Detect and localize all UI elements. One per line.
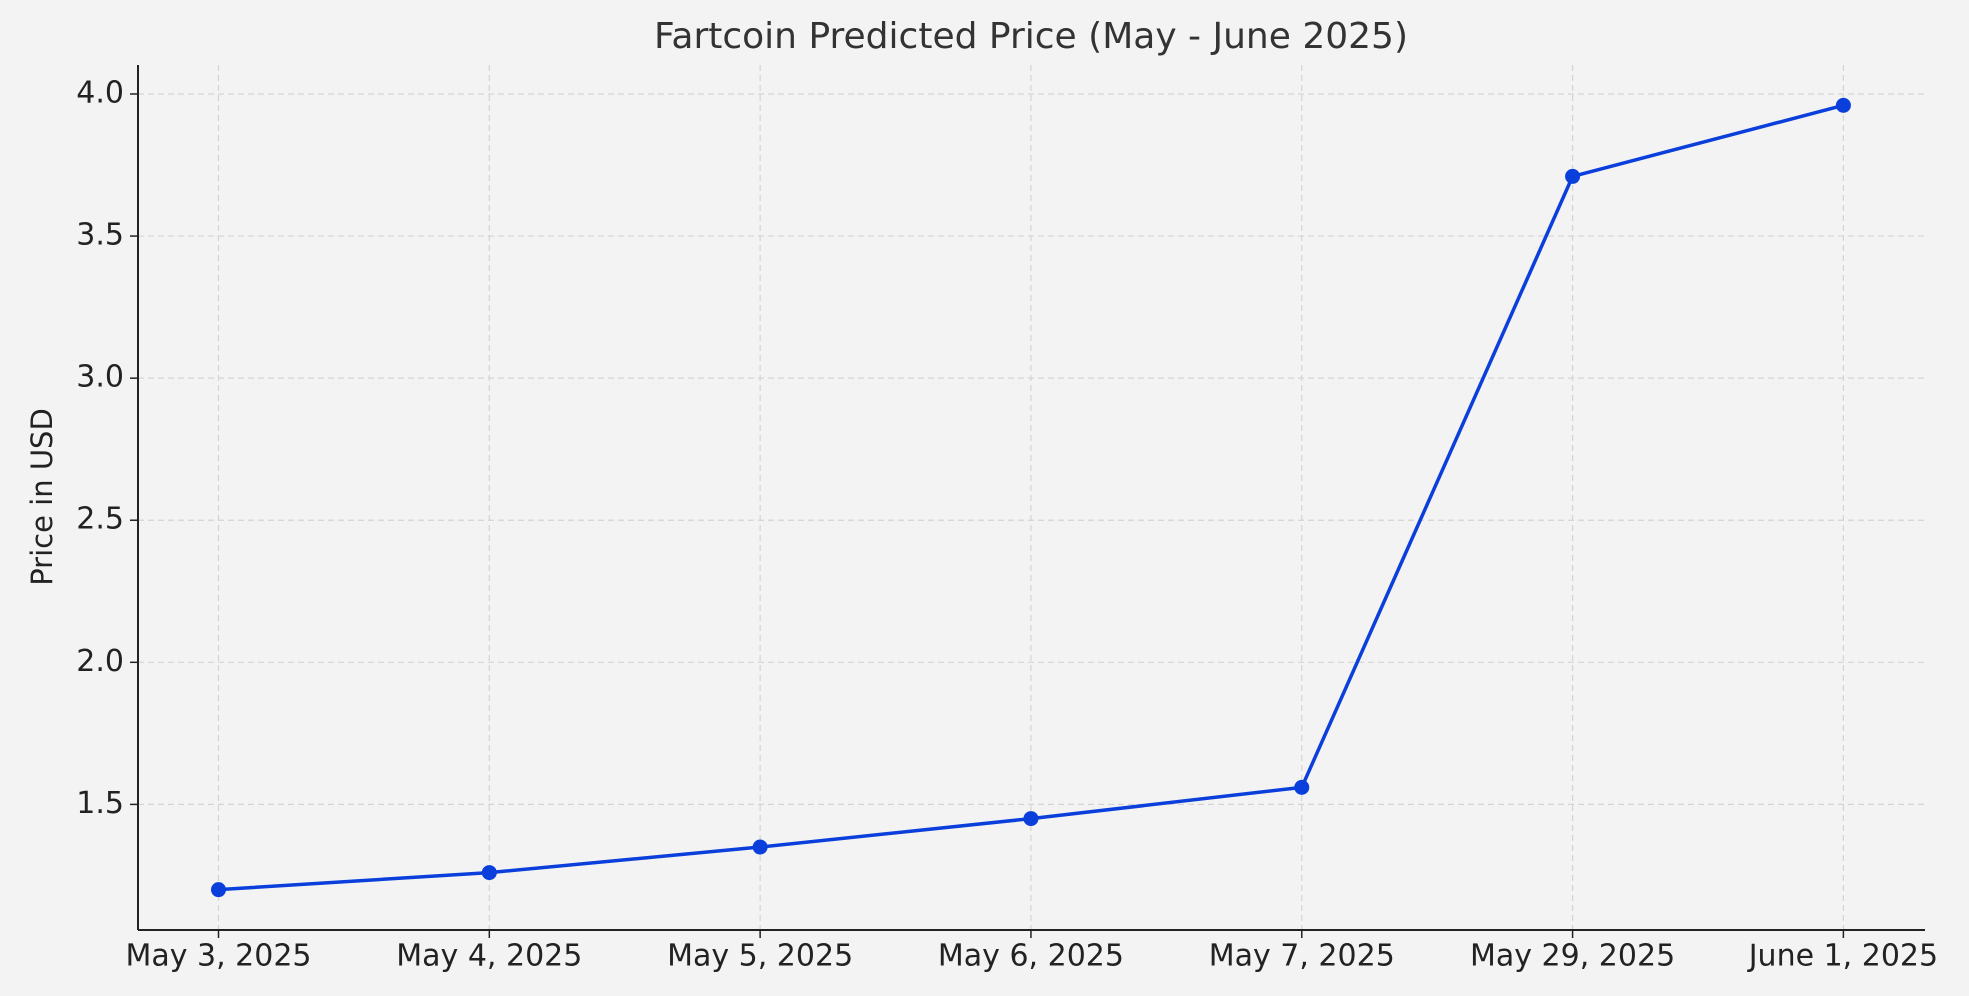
point <box>1023 811 1039 827</box>
point <box>1294 779 1310 795</box>
x-tick-label: May 4, 2025 <box>396 939 582 974</box>
y-tick-label: 3.5 <box>76 218 124 253</box>
chart-title: Fartcoin Predicted Price (May - June 202… <box>654 16 1408 57</box>
point <box>1835 97 1851 113</box>
y-axis-label: Price in USD <box>25 408 59 586</box>
point <box>211 882 226 898</box>
x-tick-label: June 1, 2025 <box>1747 939 1938 974</box>
point <box>481 865 497 881</box>
x-tick-label: May 29, 2025 <box>1470 939 1675 974</box>
y-tick-label: 2.0 <box>76 644 124 679</box>
y-tick-label: 4.0 <box>76 75 124 110</box>
y-tick-label: 2.5 <box>76 502 124 537</box>
y-tick-label: 3.0 <box>76 360 124 395</box>
point <box>752 839 768 855</box>
x-tick-label: May 6, 2025 <box>938 939 1124 974</box>
y-tick-label: 1.5 <box>76 786 124 821</box>
x-tick-label: May 5, 2025 <box>667 939 853 974</box>
x-tick-label: May 7, 2025 <box>1209 939 1395 974</box>
point <box>1565 168 1581 184</box>
x-tick-label: May 3, 2025 <box>125 939 311 974</box>
